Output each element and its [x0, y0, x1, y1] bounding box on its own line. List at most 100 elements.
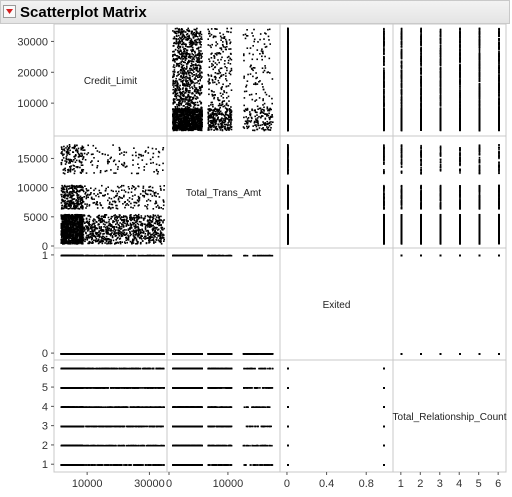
- data-point: [195, 90, 197, 93]
- data-point: [176, 42, 178, 44]
- data-point: [221, 126, 224, 128]
- data-point: [383, 86, 385, 88]
- data-point: [212, 116, 215, 118]
- data-point: [197, 125, 199, 127]
- data-point: [228, 129, 230, 131]
- data-point: [186, 89, 188, 91]
- data-point: [185, 116, 187, 118]
- data-point: [192, 42, 195, 44]
- data-point: [208, 108, 211, 110]
- data-point: [195, 78, 197, 80]
- data-point: [187, 82, 190, 84]
- data-point: [177, 28, 180, 31]
- data-point: [200, 77, 202, 79]
- data-point: [252, 35, 254, 37]
- data-point: [225, 78, 227, 80]
- data-point: [230, 117, 232, 119]
- data-point: [268, 124, 271, 127]
- data-point: [173, 41, 176, 44]
- data-point: [221, 103, 224, 105]
- data-point: [174, 31, 177, 33]
- data-point: [222, 46, 225, 48]
- data-point: [176, 58, 179, 61]
- data-point: [194, 107, 196, 109]
- data-point: [199, 119, 201, 121]
- data-point: [210, 116, 213, 118]
- data-point: [229, 127, 231, 130]
- data-point: [220, 58, 222, 61]
- data-point: [209, 126, 212, 129]
- data-point: [192, 50, 194, 52]
- data-point: [383, 38, 385, 41]
- data-point: [174, 122, 176, 125]
- data-point: [173, 102, 176, 104]
- data-point: [269, 108, 271, 111]
- data-point: [192, 82, 194, 84]
- data-point: [253, 28, 255, 31]
- data-point: [213, 35, 215, 37]
- data-point: [184, 56, 187, 59]
- data-point: [208, 110, 211, 112]
- data-point: [209, 116, 211, 119]
- data-point: [212, 119, 215, 121]
- data-point: [383, 45, 385, 48]
- data-point: [182, 105, 185, 107]
- data-point: [193, 104, 196, 107]
- data-point: [211, 113, 214, 116]
- data-point: [177, 71, 180, 73]
- data-point: [208, 79, 210, 81]
- data-point: [188, 104, 190, 106]
- data-point: [200, 33, 203, 36]
- data-point: [181, 94, 184, 97]
- data-point: [180, 32, 182, 34]
- data-point: [227, 116, 230, 118]
- data-point: [191, 98, 194, 101]
- data-point: [262, 52, 264, 55]
- data-point: [196, 27, 198, 30]
- data-point: [186, 110, 189, 113]
- data-point: [180, 117, 183, 119]
- data-point: [180, 37, 182, 40]
- data-point: [186, 46, 189, 48]
- data-point: [188, 98, 191, 101]
- data-point: [196, 75, 198, 77]
- data-point: [185, 51, 188, 54]
- data-point: [215, 127, 217, 130]
- data-point: [264, 117, 267, 120]
- data-point: [174, 88, 177, 90]
- data-point: [216, 43, 219, 45]
- data-point: [185, 38, 187, 41]
- data-point: [210, 113, 212, 115]
- data-point: [250, 64, 252, 67]
- data-point: [178, 102, 180, 104]
- data-point: [172, 82, 174, 85]
- data-point: [179, 76, 182, 78]
- data-point: [225, 48, 227, 51]
- data-point: [190, 128, 193, 130]
- red-triangle-menu-icon[interactable]: [3, 5, 16, 18]
- data-point: [175, 125, 178, 127]
- data-point: [267, 126, 270, 129]
- data-point: [195, 116, 197, 118]
- data-point: [182, 87, 184, 89]
- data-point: [220, 47, 223, 49]
- data-point: [256, 58, 258, 61]
- data-point: [198, 35, 201, 37]
- data-point: [188, 60, 191, 63]
- data-point: [188, 78, 191, 81]
- data-point: [218, 108, 221, 111]
- data-point: [258, 81, 260, 83]
- data-point: [174, 48, 177, 51]
- data-point: [179, 93, 182, 96]
- data-point: [244, 120, 247, 123]
- data-point: [257, 41, 259, 43]
- data-point: [187, 100, 190, 102]
- data-point: [191, 86, 193, 88]
- data-point: [207, 73, 209, 76]
- data-point: [222, 41, 224, 43]
- data-point: [218, 69, 220, 71]
- data-point: [196, 82, 198, 84]
- data-point: [224, 119, 226, 122]
- data-point: [198, 68, 201, 70]
- data-point: [195, 28, 197, 31]
